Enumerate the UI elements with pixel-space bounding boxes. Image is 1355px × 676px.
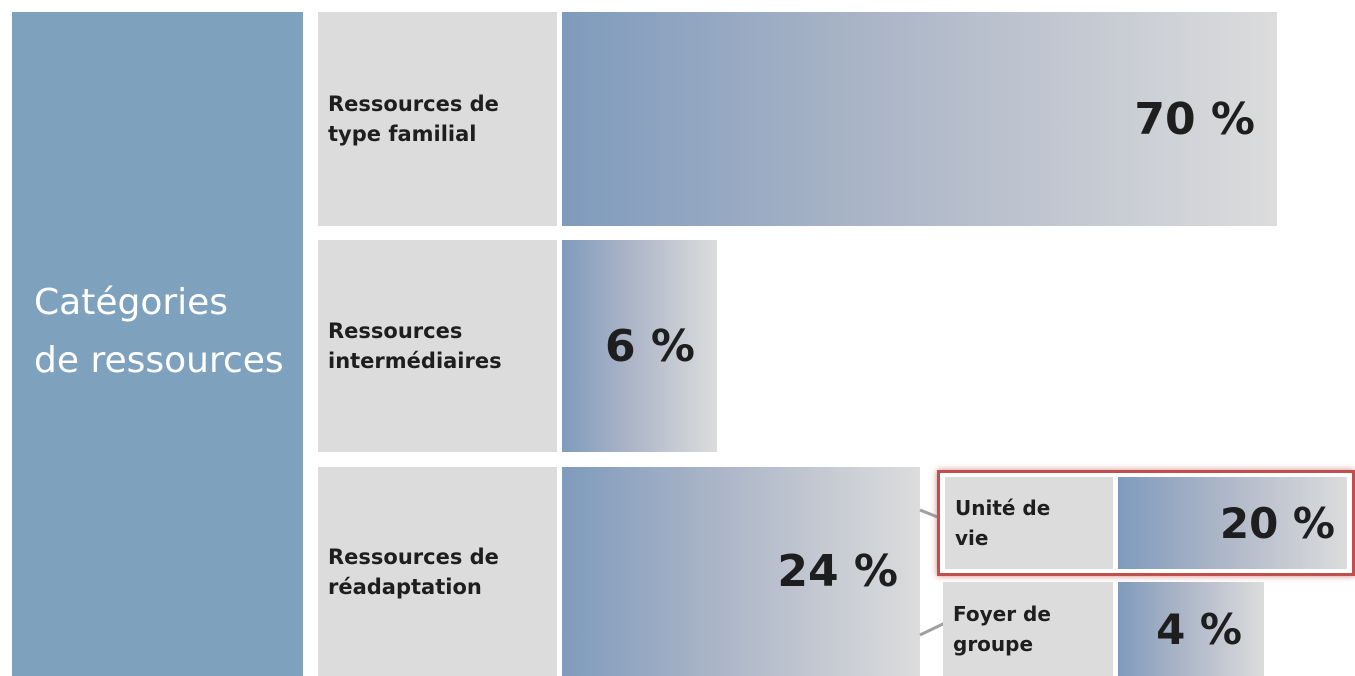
root-box: Catégories de ressources	[12, 12, 303, 676]
sub-bar: 4 %	[1118, 582, 1264, 676]
category-bar: 6 %	[562, 240, 717, 452]
connector	[919, 621, 946, 637]
sub-label-box: Foyer de groupe	[943, 582, 1113, 676]
root-label: Catégories de ressources	[34, 282, 284, 381]
category-value: 6 %	[604, 320, 695, 372]
category-label: Ressources de réadaptation	[328, 544, 499, 599]
category-label: Ressources intermédiaires	[328, 319, 502, 373]
sub-value: 4 %	[1156, 604, 1242, 654]
category-label: Ressources de type familial	[328, 92, 499, 146]
category-label-box: Ressources de type familial	[318, 12, 557, 226]
category-bar: 24 %	[562, 467, 920, 676]
sub-label: Foyer de groupe	[953, 602, 1051, 656]
sub-bar: 20 %	[1118, 477, 1347, 569]
sub-label: Unité de vie	[955, 496, 1051, 550]
category-bar: 70 %	[562, 12, 1277, 226]
sub-value: 20 %	[1219, 498, 1335, 548]
category-value: 70 %	[1134, 93, 1255, 145]
category-value: 24 %	[777, 546, 898, 597]
category-label-box: Ressources de réadaptation	[318, 467, 557, 676]
sub-label-box: Unité de vie	[945, 477, 1113, 569]
category-label-box: Ressources intermédiaires	[318, 240, 557, 452]
